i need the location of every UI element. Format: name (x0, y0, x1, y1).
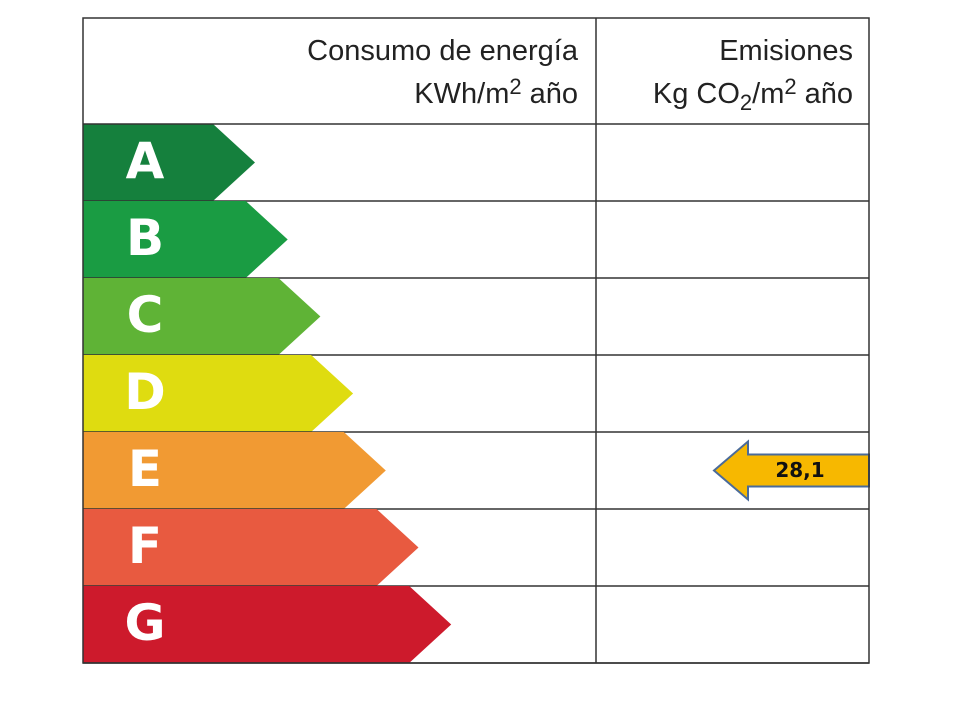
emissions-unit: Kg CO2/m2 año (653, 74, 853, 115)
rating-arrow (83, 355, 354, 432)
subscript: 2 (740, 90, 752, 115)
superscript: 2 (509, 74, 521, 99)
energy-title: Consumo de energía (307, 35, 579, 67)
rating-letter: E (128, 440, 162, 498)
unit-part: Kg CO (653, 78, 740, 110)
rating-arrow (83, 586, 452, 663)
table-border (82, 17, 870, 664)
rating-arrow (83, 201, 288, 278)
rating-letter: G (124, 594, 165, 652)
rating-arrow (83, 278, 321, 355)
energy-unit: KWh/m2 año (414, 74, 578, 110)
rating-arrow (83, 509, 419, 586)
superscript: 2 (784, 74, 796, 99)
rating-letter: F (128, 517, 162, 575)
rating-letter: C (127, 286, 164, 344)
unit-part: año (530, 78, 578, 110)
indicator-value: 28,1 (775, 458, 824, 482)
rating-letter: D (124, 363, 166, 421)
rating-letter: B (126, 209, 164, 267)
unit-part: KWh/m (414, 78, 509, 110)
rating-letter: A (126, 132, 165, 190)
unit-part: /m (752, 78, 784, 110)
unit-part: año (805, 78, 853, 110)
rating-arrow (83, 124, 255, 201)
emissions-title: Emisiones (719, 35, 853, 67)
rating-arrow (83, 432, 386, 509)
